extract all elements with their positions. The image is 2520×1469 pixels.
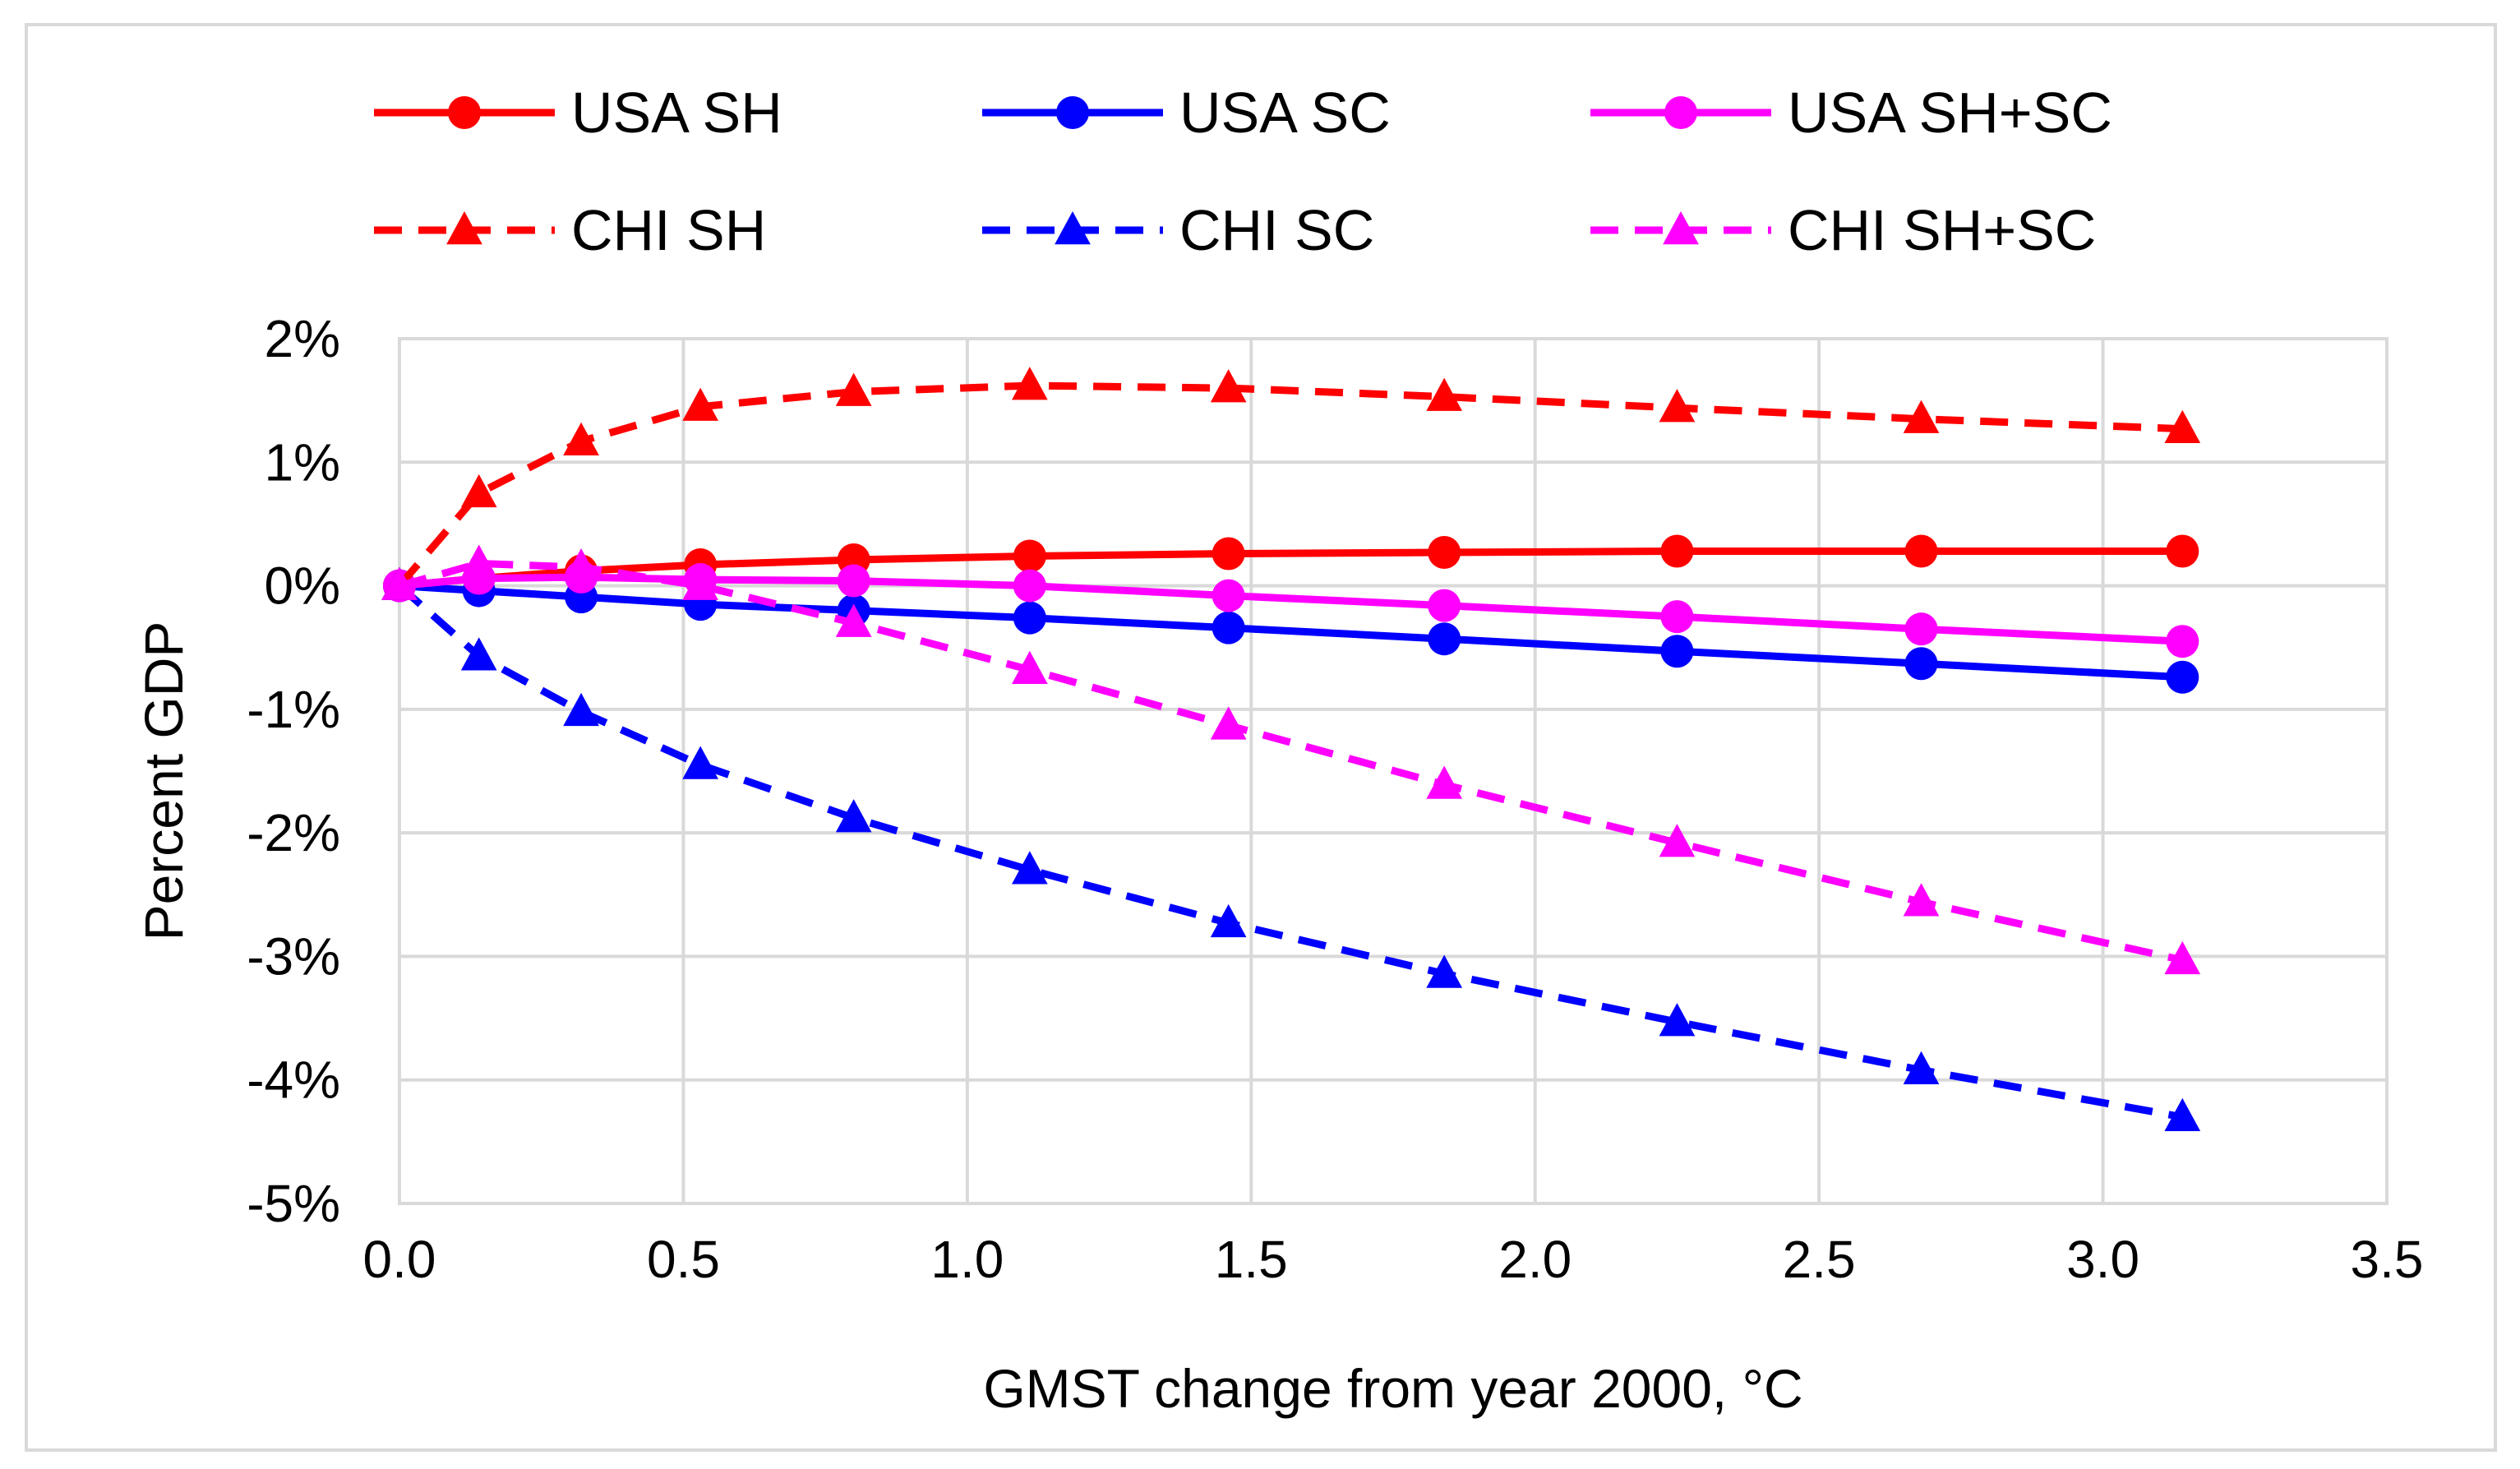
data-point xyxy=(1428,535,1461,569)
data-point xyxy=(1904,647,1938,681)
chart-border xyxy=(25,23,2497,1452)
data-point xyxy=(1426,377,1463,411)
data-point xyxy=(1426,765,1463,799)
plot-area-outline xyxy=(398,337,2388,1205)
data-point xyxy=(1013,601,1046,635)
data-point xyxy=(2166,534,2199,568)
data-point xyxy=(1659,1003,1696,1037)
data-point xyxy=(835,372,872,406)
y-tick-label: -5% xyxy=(247,1174,340,1233)
x-tick-label: 1.0 xyxy=(930,1230,1004,1289)
data-point xyxy=(1212,611,1245,644)
legend-marker xyxy=(1663,211,1699,245)
data-point xyxy=(1659,389,1696,423)
data-point xyxy=(682,746,719,779)
data-point xyxy=(1428,589,1461,622)
data-point xyxy=(835,603,872,637)
legend-marker xyxy=(446,211,482,245)
data-point xyxy=(563,692,599,727)
data-point xyxy=(2166,660,2199,694)
data-point xyxy=(460,544,497,578)
legend-item-usa-sh: USA SH xyxy=(374,81,782,145)
data-point xyxy=(1012,367,1048,400)
x-tick-label: 3.5 xyxy=(2351,1230,2424,1289)
y-tick-label: 0% xyxy=(265,557,341,616)
data-point xyxy=(460,637,497,671)
data-point xyxy=(563,422,599,455)
y-tick-label: 1% xyxy=(265,432,341,492)
data-point xyxy=(2164,940,2201,975)
data-point xyxy=(1428,622,1461,656)
y-tick-label: -3% xyxy=(247,926,340,986)
series-chi-sh-plus-sc xyxy=(381,544,2201,975)
plot-area-border xyxy=(398,337,2388,1205)
data-point xyxy=(1212,537,1245,571)
legend-label: CHI SH xyxy=(571,198,766,262)
data-point xyxy=(835,799,872,833)
legend-marker xyxy=(1055,211,1091,245)
data-point xyxy=(1212,579,1245,612)
legend-item-chi-sh: CHI SH xyxy=(374,198,766,262)
y-axis-label: Percent GDP xyxy=(133,621,194,941)
data-point xyxy=(1012,851,1048,885)
data-point xyxy=(1013,569,1046,603)
data-point xyxy=(682,566,719,600)
legend-marker xyxy=(1664,96,1697,129)
data-point xyxy=(837,564,870,598)
y-tick-label: -4% xyxy=(247,1051,340,1110)
data-point xyxy=(1210,369,1247,403)
x-tick-label: 3.0 xyxy=(2066,1230,2139,1289)
y-tick-label: -1% xyxy=(247,680,340,739)
legend-label: CHI SH+SC xyxy=(1788,198,2096,262)
series-usa-sh-plus-sc xyxy=(383,561,2199,658)
data-point xyxy=(1426,954,1463,988)
y-tick-label: 2% xyxy=(265,309,341,368)
data-point xyxy=(1210,903,1247,938)
legend-item-usa-sh-plus-sc: USA SH+SC xyxy=(1590,81,2112,145)
legend-item-usa-sc: USA SC xyxy=(982,81,1391,145)
legend-label: CHI SC xyxy=(1179,198,1374,262)
data-point xyxy=(1013,539,1046,573)
legend-label: USA SH+SC xyxy=(1788,81,2112,145)
x-tick-label: 2.5 xyxy=(1783,1230,1856,1289)
data-point xyxy=(1904,612,1938,646)
data-point xyxy=(2164,409,2201,443)
data-point xyxy=(1659,824,1696,857)
x-tick-label: 0.5 xyxy=(647,1230,720,1289)
legend-label: USA SC xyxy=(1179,81,1391,145)
data-point xyxy=(2166,625,2199,658)
tick-labels: 0.0 0.5 1.0 1.5 2.0 2.5 3.0 3.5 2% 1% 0% -1% -2% -3% -… xyxy=(247,309,2423,1289)
legend: USA SH USA SC USA SH+SC CHI SH CHI SC CHI SH+… xyxy=(374,81,2112,262)
data-point xyxy=(1012,650,1048,685)
legend-label: USA SH xyxy=(571,81,782,145)
data-point xyxy=(1904,534,1938,568)
legend-item-chi-sh-plus-sc: CHI SH+SC xyxy=(1590,198,2096,262)
data-point xyxy=(1660,534,1694,568)
data-point xyxy=(1660,600,1694,634)
x-tick-label: 0.0 xyxy=(363,1230,436,1289)
legend-item-chi-sc: CHI SC xyxy=(982,198,1374,262)
x-tick-label: 2.0 xyxy=(1498,1230,1572,1289)
series-line-chi-sc xyxy=(397,583,2184,1121)
data-point xyxy=(1210,706,1247,740)
x-axis-label: GMST change from year 2000, °C xyxy=(983,1358,1802,1419)
series-layer xyxy=(381,367,2201,1132)
data-point xyxy=(1903,400,1940,433)
data-point xyxy=(682,387,719,421)
y-tick-label: -2% xyxy=(247,803,340,862)
data-point xyxy=(1903,1051,1940,1084)
data-point xyxy=(2164,1097,2201,1132)
data-point xyxy=(460,473,497,508)
series-chi-sh xyxy=(381,367,2201,600)
x-tick-label: 1.5 xyxy=(1215,1230,1288,1289)
data-point xyxy=(1660,635,1694,668)
series-chi-sc xyxy=(381,566,2201,1132)
data-point xyxy=(381,566,418,600)
data-point xyxy=(1903,883,1940,917)
data-point xyxy=(563,548,599,582)
legend-marker xyxy=(1056,96,1089,129)
legend-marker xyxy=(448,96,481,129)
